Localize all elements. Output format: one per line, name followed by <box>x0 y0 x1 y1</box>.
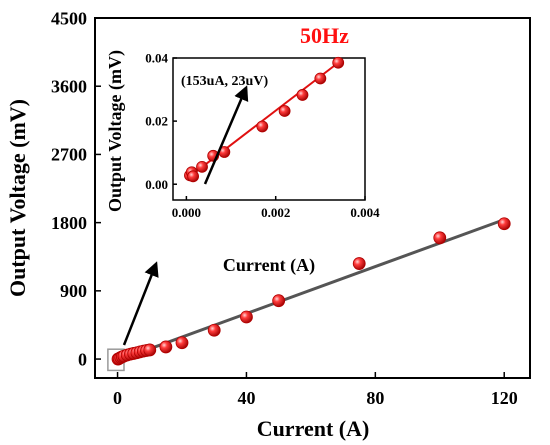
x-tick-label: 0 <box>113 388 122 408</box>
data-point <box>314 72 327 85</box>
inset-plot-area: 0.000 0.002 0.004 0.00 0.02 0.04 <box>145 51 380 220</box>
y-tick-label: 4500 <box>51 8 87 28</box>
inset-plot-frame <box>172 57 366 201</box>
y-tick-label: 2700 <box>51 145 87 165</box>
inset-background <box>173 58 365 200</box>
inset-y-axis-title: Output Voltage (mV) <box>105 50 126 212</box>
data-point <box>272 294 286 308</box>
main-plot-frame <box>94 17 531 379</box>
x-tick-label: 80 <box>366 388 384 408</box>
data-point <box>256 120 269 133</box>
frequency-label: 50Hz <box>300 23 349 48</box>
data-point <box>207 323 221 337</box>
inset-x-axis-title: Current (A) <box>223 255 315 276</box>
data-point <box>352 257 366 270</box>
main-y-axis-title: Output Voltage (mV) <box>5 99 30 297</box>
y-tick-label: 3600 <box>51 77 87 97</box>
data-point <box>175 336 189 350</box>
y-tick-label: 0.02 <box>145 114 168 129</box>
inset-annotation: (153uA, 23uV) <box>181 74 268 89</box>
y-tick-label: 0.04 <box>145 51 168 66</box>
x-tick-label: 0.000 <box>172 205 201 220</box>
data-point <box>196 160 208 173</box>
y-tick-label: 0 <box>78 349 87 369</box>
inset-annotation-arrow <box>203 85 249 185</box>
data-point <box>159 340 173 354</box>
data-point <box>433 231 447 245</box>
data-point <box>187 170 199 183</box>
y-tick-label: 900 <box>60 281 87 301</box>
y-tick-label: 0.00 <box>145 177 168 192</box>
x-tick-label: 0.004 <box>350 205 380 220</box>
x-tick-label: 40 <box>237 388 255 408</box>
zoom-arrow <box>122 261 159 346</box>
x-tick-label: 0.002 <box>261 205 290 220</box>
fit-line <box>117 218 505 362</box>
main-x-axis-title: Current (A) <box>257 416 370 441</box>
data-point <box>240 310 253 324</box>
data-point <box>332 56 345 69</box>
data-point <box>497 217 511 231</box>
x-tick-label: 120 <box>491 388 518 408</box>
data-point <box>143 343 157 357</box>
main-plot-area: 0 40 80 120 0 900 1800 2700 3600 4500 <box>51 8 518 408</box>
data-point <box>278 105 291 117</box>
y-tick-label: 1800 <box>51 213 87 233</box>
data-point <box>296 89 309 101</box>
